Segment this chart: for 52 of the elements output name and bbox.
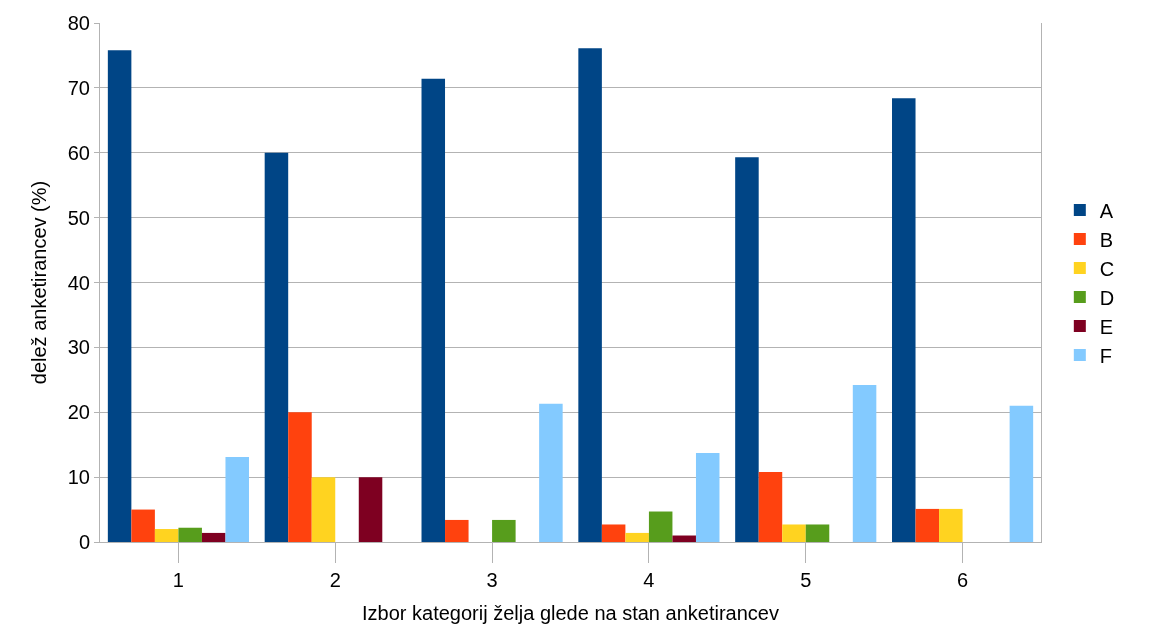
bar bbox=[852, 385, 877, 542]
y-tick-label: 10 bbox=[67, 466, 90, 489]
bar bbox=[131, 509, 155, 542]
bar bbox=[201, 532, 226, 542]
x-tick-label: 4 bbox=[643, 569, 655, 591]
x-tick-label: 3 bbox=[486, 569, 498, 591]
bar bbox=[154, 529, 179, 542]
y-tick-label: 50 bbox=[67, 206, 90, 229]
bar bbox=[1009, 405, 1034, 542]
x-axis-title: Izbor kategorij želja glede na stan anketirancev bbox=[362, 601, 779, 624]
x-tick-label: 5 bbox=[800, 569, 812, 591]
bar bbox=[421, 78, 446, 542]
bar bbox=[648, 511, 673, 542]
legend-label: E bbox=[1099, 315, 1114, 338]
bar bbox=[311, 477, 336, 542]
y-tick-label: 30 bbox=[67, 336, 90, 359]
x-tick-label: 6 bbox=[957, 569, 969, 591]
y-tick-label: 70 bbox=[67, 76, 90, 99]
legend-label: D bbox=[1099, 286, 1115, 309]
bar bbox=[939, 508, 963, 542]
bar bbox=[625, 532, 649, 542]
x-tick-label: 1 bbox=[172, 569, 184, 591]
bar bbox=[539, 403, 563, 542]
bar bbox=[225, 457, 249, 542]
bar bbox=[578, 48, 602, 542]
bar bbox=[288, 412, 312, 542]
bar bbox=[672, 535, 696, 542]
legend-label: A bbox=[1099, 199, 1114, 222]
bar bbox=[601, 524, 626, 542]
bar bbox=[492, 519, 516, 542]
bar bbox=[445, 519, 469, 542]
bar bbox=[758, 471, 783, 542]
legend-label: B bbox=[1099, 228, 1114, 251]
bar bbox=[735, 157, 759, 542]
bar bbox=[358, 477, 383, 542]
bar bbox=[892, 98, 916, 542]
legend-label: F bbox=[1099, 344, 1113, 367]
y-tick-label: 0 bbox=[78, 531, 90, 553]
bar bbox=[782, 524, 806, 542]
bar bbox=[805, 524, 830, 542]
y-tick-label: 40 bbox=[67, 271, 90, 294]
bar bbox=[107, 50, 132, 542]
bar bbox=[915, 508, 940, 542]
x-tick-label: 2 bbox=[329, 569, 341, 591]
y-tick-label: 60 bbox=[67, 141, 90, 164]
bar bbox=[264, 152, 289, 542]
bar bbox=[178, 527, 202, 542]
y-tick-label: 80 bbox=[67, 12, 90, 34]
legend-label: C bbox=[1099, 257, 1115, 280]
y-tick-label: 20 bbox=[67, 401, 90, 424]
y-axis-title: delež anketirancev (%) bbox=[28, 180, 51, 385]
bar bbox=[695, 453, 720, 542]
